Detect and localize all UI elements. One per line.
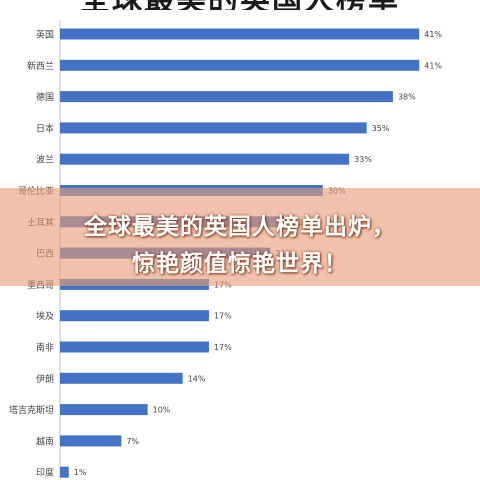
category-label: 波兰 bbox=[36, 154, 54, 166]
value-label: 17% bbox=[214, 343, 232, 352]
bar bbox=[60, 122, 367, 134]
category-label: 英国 bbox=[36, 29, 54, 41]
category-label: 德国 bbox=[36, 91, 54, 103]
value-label: 7% bbox=[126, 437, 139, 446]
value-label: 10% bbox=[153, 406, 171, 415]
category-label: 日本 bbox=[36, 122, 54, 134]
overlay-banner bbox=[0, 188, 480, 286]
value-label: 35% bbox=[372, 124, 390, 133]
value-label: 33% bbox=[354, 155, 372, 164]
category-label: 塔吉克斯坦 bbox=[9, 404, 54, 416]
bar bbox=[60, 404, 148, 416]
category-label: 埃及 bbox=[36, 310, 54, 322]
bar bbox=[60, 435, 122, 447]
bar bbox=[60, 466, 69, 478]
bar bbox=[60, 153, 350, 165]
category-label: 南非 bbox=[36, 342, 54, 354]
bar bbox=[60, 28, 420, 40]
value-label: 17% bbox=[214, 312, 232, 321]
value-label: 14% bbox=[188, 374, 206, 383]
value-label: 41% bbox=[424, 30, 442, 39]
bar bbox=[60, 372, 183, 384]
value-label: 41% bbox=[424, 61, 442, 70]
bar bbox=[60, 91, 393, 103]
overlay-headline-line2: 惊艳颜值惊艳世界！ bbox=[132, 251, 348, 277]
category-label: 印度 bbox=[36, 467, 54, 479]
category-label: 越南 bbox=[36, 435, 54, 447]
chart-title-partial: 全球最美的英国人榜单 bbox=[0, 0, 480, 10]
category-label: 伊朗 bbox=[36, 373, 54, 385]
value-label: 38% bbox=[398, 93, 416, 102]
value-label: 1% bbox=[74, 468, 87, 477]
bar bbox=[60, 59, 420, 71]
bar bbox=[60, 341, 209, 353]
overlay-headline-line1: 全球最美的英国人榜单出炉， bbox=[84, 214, 396, 240]
bar bbox=[60, 310, 209, 322]
category-label: 新西兰 bbox=[27, 60, 54, 72]
